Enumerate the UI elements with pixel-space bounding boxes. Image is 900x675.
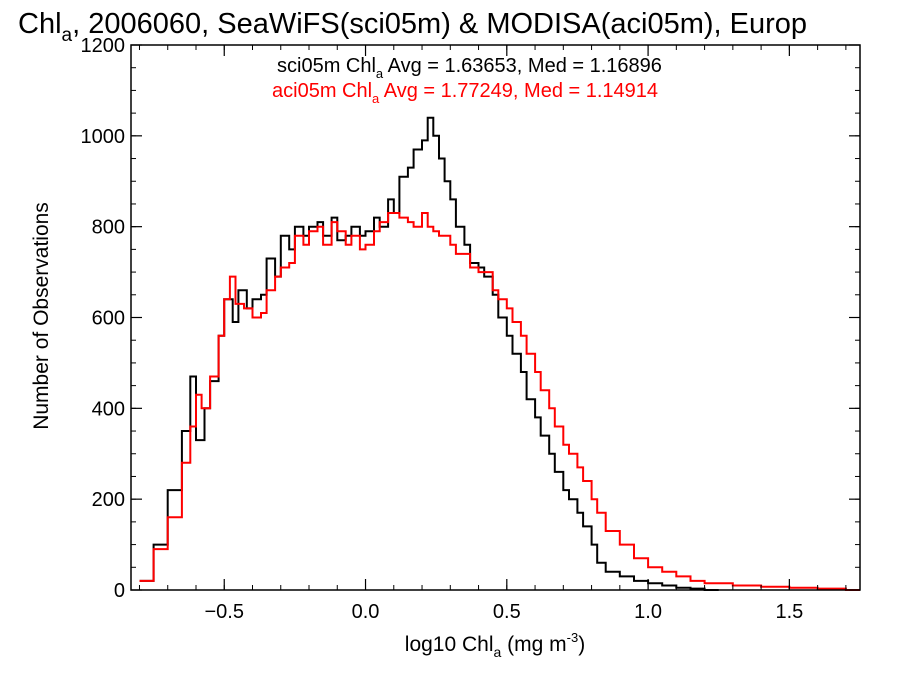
chart-title-main: Chl [18, 8, 62, 40]
y-tick-label: 0 [114, 580, 125, 602]
y-tick-label: 800 [92, 217, 125, 239]
y-tick-label: 1000 [81, 126, 126, 148]
legend-aci05m: aci05m Chla Avg = 1.77249, Med = 1.14914 [272, 80, 658, 106]
x-tick-label: 1.0 [634, 601, 662, 623]
legend-sci05m-rest: Avg = 1.63653, Med = 1.16896 [383, 55, 662, 77]
chart-title-subscript: a [62, 25, 73, 46]
chart-title-rest: , 2006060, SeaWiFS(sci05m) & MODISA(aci0… [72, 8, 807, 40]
axes: −0.5 0.0 0.5 1.0 1.5 0 200 400 600 800 1000 1200 [81, 35, 861, 623]
x-axis-label-main: log10 Chl [405, 633, 494, 656]
x-tick-label: −0.5 [205, 601, 244, 623]
legend-sci05m-subscript: a [376, 66, 384, 81]
y-axis-label: Number of Observations [30, 202, 53, 430]
y-tick-label: 600 [92, 308, 125, 330]
legend-aci05m-main: aci05m Chl [272, 80, 372, 102]
plot-series [139, 116, 860, 591]
y-tick-label: 1200 [81, 35, 126, 57]
legend-aci05m-subscript: a [372, 91, 380, 106]
x-axis-label: log10 Chla (mg m-3) [405, 630, 585, 660]
legend-sci05m: sci05m Chla Avg = 1.63653, Med = 1.16896 [277, 55, 662, 81]
y-tick-label: 400 [92, 398, 125, 420]
x-axis-label-close: ) [578, 633, 585, 656]
y-tick-label: 200 [92, 489, 125, 511]
x-tick-label: 0.5 [493, 601, 521, 623]
x-axis-label-units: (mg m [501, 633, 566, 656]
legend-aci05m-rest: Avg = 1.77249, Med = 1.14914 [379, 80, 658, 102]
legend-sci05m-main: sci05m Chl [277, 55, 376, 77]
x-tick-label: 1.5 [775, 601, 803, 623]
chart-title: Chla, 2006060, SeaWiFS(sci05m) & MODISA(… [18, 8, 807, 46]
series-sci05m-line [139, 116, 719, 591]
x-axis-label-superscript: -3 [567, 630, 579, 645]
series-aci05m-line [139, 212, 860, 591]
x-tick-label: 0.0 [352, 601, 380, 623]
x-axis-label-subscript: a [494, 644, 502, 660]
